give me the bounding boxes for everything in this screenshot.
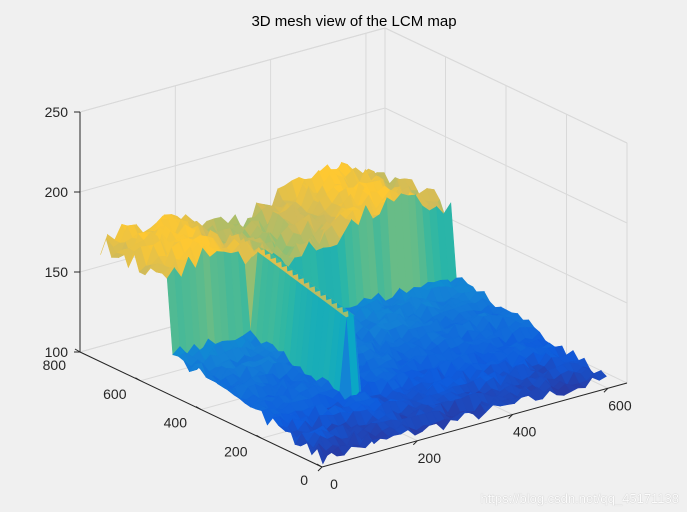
surface-cell <box>593 370 607 381</box>
z-tick-label: 200 <box>45 184 69 200</box>
z-tick-label: 100 <box>45 344 69 360</box>
chart-title: 3D mesh view of the LCM map <box>251 13 456 30</box>
x-tick-label: 0 <box>330 476 338 492</box>
z-tick-label: 250 <box>45 104 69 120</box>
y-tick-label: 200 <box>224 443 248 459</box>
x-tick-label: 600 <box>608 397 632 413</box>
y-tick-mark <box>256 434 262 439</box>
x-tick-label: 200 <box>418 450 442 466</box>
y-tick-label: 0 <box>300 472 308 488</box>
y-tick-label: 400 <box>164 415 188 431</box>
x-tick-mark <box>508 414 513 419</box>
x-tick-label: 400 <box>513 424 537 440</box>
grid-line-side-z <box>384 107 628 224</box>
y-tick-label: 800 <box>43 357 67 373</box>
grid-line-back-z <box>79 107 386 193</box>
box-edge <box>79 27 386 113</box>
x-tick-mark <box>317 466 323 472</box>
y-tick-mark <box>195 406 202 410</box>
watermark: https://blog.csdn.net/qq_45171138 <box>480 491 679 506</box>
y-tick-label: 600 <box>103 386 127 402</box>
x-axis-line <box>321 382 628 468</box>
x-tick-mark <box>603 387 609 393</box>
y-tick-mark <box>135 377 141 382</box>
surface-mesh <box>100 161 607 465</box>
box-edge <box>384 27 628 144</box>
y-tick-mark <box>316 463 323 468</box>
x-tick-mark <box>412 440 418 446</box>
axes <box>74 111 628 472</box>
z-tick-label: 150 <box>45 264 69 280</box>
